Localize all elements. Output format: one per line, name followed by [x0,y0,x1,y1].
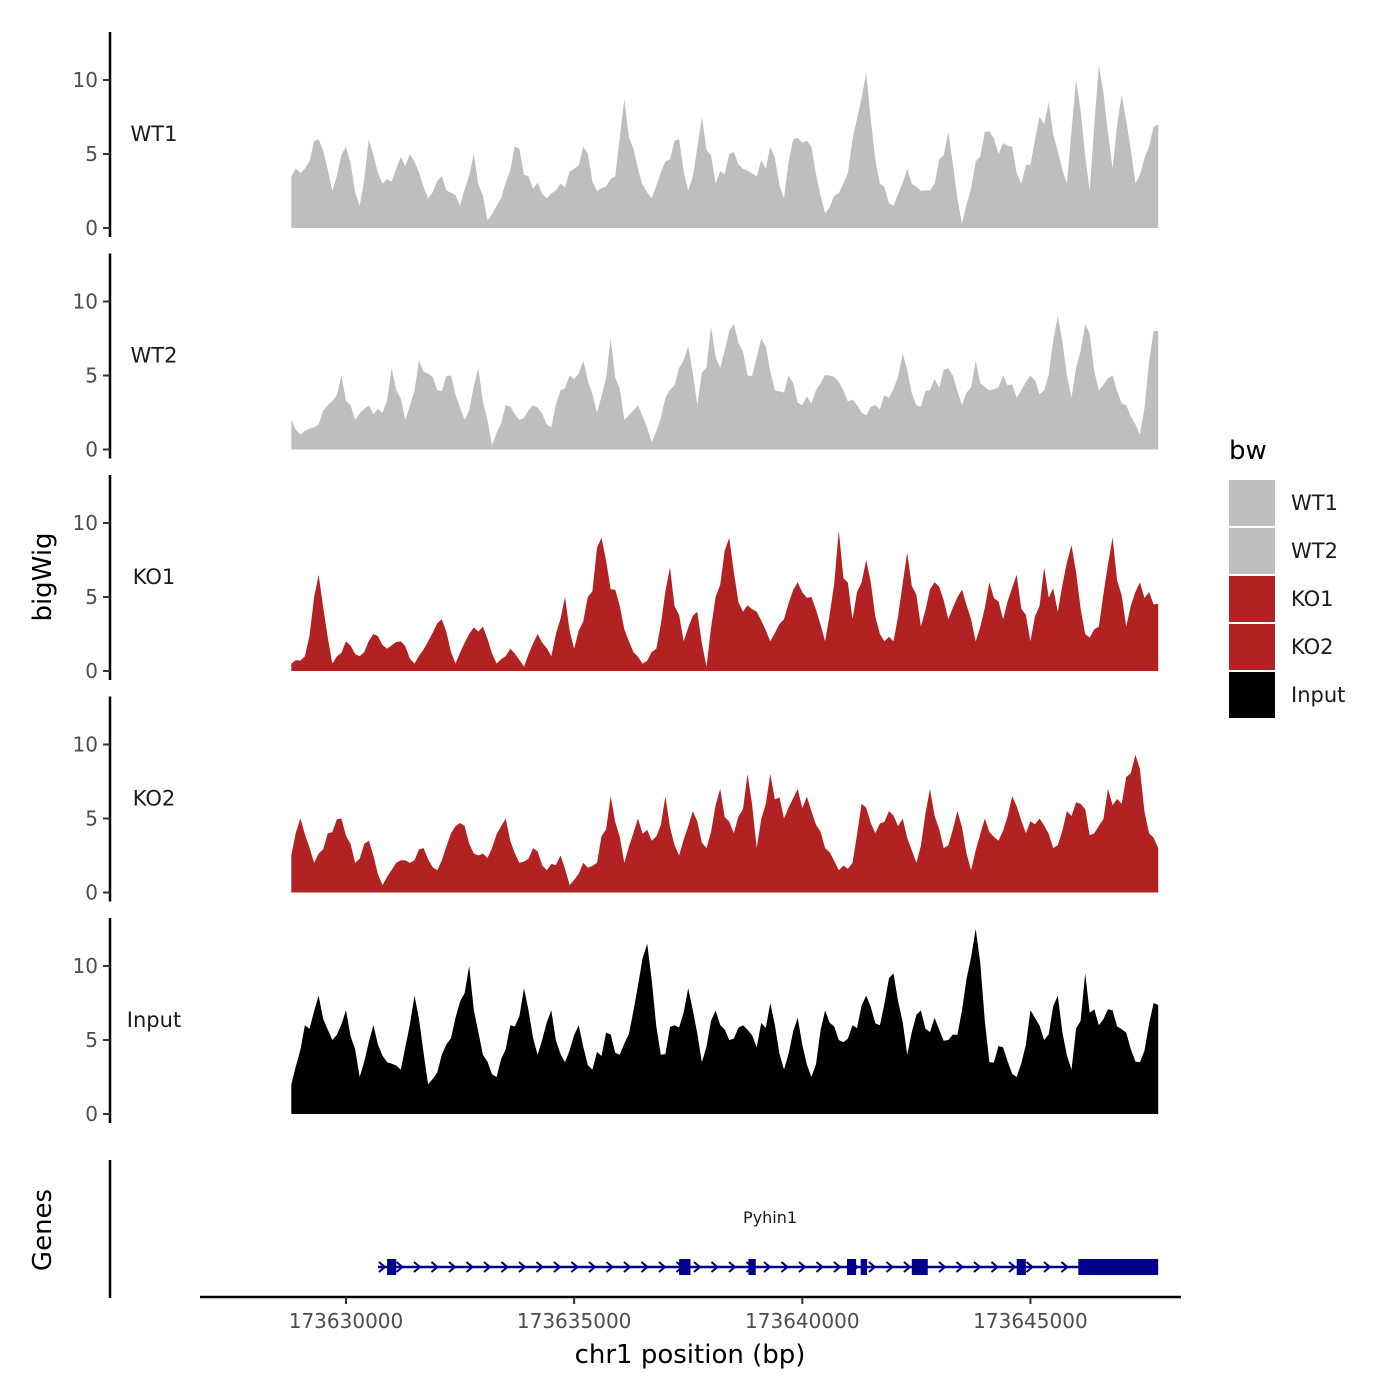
gene-track-title: Genes [28,1189,58,1271]
exon-3 [748,1259,756,1275]
strand-chevron [483,1261,492,1273]
x-axis-title: chr1 position (bp) [575,1340,806,1370]
y-tick-label-input-5: 5 [85,1028,98,1052]
y-tick-label-input-10: 10 [73,954,98,978]
x-axis: 173630000 173635000 173640000 173645000 [200,1295,1181,1333]
strand-chevron [378,1261,387,1273]
strand-chevron [395,1261,405,1273]
strand-chevron [518,1261,527,1273]
signal-area-wt1 [291,65,1159,228]
strand-chevron [553,1261,562,1273]
y-tick-label-wt2-10: 10 [73,290,98,314]
y-tick-label-ko2-10: 10 [73,733,98,757]
strand-chevron [1043,1261,1052,1273]
y-tick-label-wt1-0: 0 [85,216,98,240]
signal-area-wt2 [291,316,1159,450]
track-panel-wt1: 0 5 10 WT1 [73,32,1159,240]
y-tick-label-ko1-5: 5 [85,585,98,609]
strand-chevron [728,1261,737,1273]
strand-chevron [1008,1261,1017,1273]
strand-chevron [763,1261,772,1273]
strand-chevron [500,1261,510,1273]
legend-label-wt1: WT1 [1291,491,1338,515]
legend-swatch-wt1 [1229,480,1275,526]
exon-4 [847,1259,857,1275]
y-tick-label-ko2-5: 5 [85,807,98,831]
y-tick-label-wt2-0: 0 [85,438,98,462]
legend-swatch-ko1 [1229,576,1275,622]
signal-area-ko2 [291,754,1159,893]
strand-chevron [535,1261,545,1273]
strand-chevron [903,1261,912,1273]
strand-chevron [833,1261,842,1273]
exon-5 [860,1259,868,1275]
exon-6 [911,1259,928,1275]
strand-chevron [465,1261,475,1273]
legend-label-ko1: KO1 [1291,587,1334,611]
gene-track: Pyhin1 [108,1160,1159,1298]
strand-chevron [693,1261,702,1273]
y-axis-title: bigWig [28,532,58,621]
x-tick-label-173630000: 173630000 [289,1309,404,1333]
strand-chevron [448,1261,457,1273]
y-tick-label-ko1-10: 10 [73,511,98,535]
y-tick-label-ko2-0: 0 [85,881,98,905]
strand-chevron [990,1261,1000,1273]
gene-pyhin1: Pyhin1 [377,1208,1159,1275]
strand-chevron [710,1261,720,1273]
track-label-input: Input [127,1008,181,1032]
track-panel-ko2: 0 5 10 KO2 [73,696,1159,905]
strand-chevron [640,1261,650,1273]
exon-1 [387,1259,397,1275]
track-label-ko1: KO1 [133,565,176,589]
y-tick-label-wt1-5: 5 [85,142,98,166]
signal-area-input [291,929,1159,1114]
strand-chevron [815,1261,825,1273]
strand-chevron [938,1261,947,1273]
strand-chevron [413,1261,422,1273]
strand-chevron [430,1261,440,1273]
y-tick-label-ko1-0: 0 [85,659,98,683]
y-tick-label-wt2-5: 5 [85,364,98,388]
exon-8 [1078,1259,1159,1275]
legend-swatch-wt2 [1229,528,1275,574]
exon-2 [679,1259,691,1275]
strand-chevron [1025,1261,1035,1273]
strand-chevron [658,1261,667,1273]
track-label-wt2: WT2 [131,344,178,368]
y-tick-label-wt1-10: 10 [73,68,98,92]
track-panel-input: 0 5 10 Input [73,918,1159,1126]
track-panel-ko1: 0 5 10 KO1 [73,475,1159,683]
strand-chevron [623,1261,632,1273]
track-label-wt1: WT1 [131,122,178,146]
strand-chevron [955,1261,965,1273]
legend-label-ko2: KO2 [1291,635,1334,659]
gene-label-pyhin1: Pyhin1 [743,1208,797,1227]
strand-chevron [973,1261,982,1273]
x-tick-label-173645000: 173645000 [973,1309,1088,1333]
track-panels: 0 5 10 WT1 0 5 10 WT2 0 5 10 KO1 0 5 10 KO2 0 5 10 Input [73,32,1159,1126]
strand-chevron [570,1261,580,1273]
legend-title: bw [1229,436,1267,466]
strand-chevron [588,1261,597,1273]
x-tick-label-173635000: 173635000 [517,1309,632,1333]
strand-chevron [885,1261,895,1273]
x-tick-label-173640000: 173640000 [745,1309,860,1333]
strand-chevron [868,1261,877,1273]
strand-chevron [1060,1261,1070,1273]
signal-area-ko1 [291,530,1159,671]
legend-label-input: Input [1291,683,1345,707]
legend-swatch-input [1229,672,1275,718]
strand-chevron [798,1261,807,1273]
legend-label-wt2: WT2 [1291,539,1338,563]
track-label-ko2: KO2 [133,787,176,811]
strand-chevron [605,1261,615,1273]
track-panel-wt2: 0 5 10 WT2 [73,253,1159,462]
legend-swatch-ko2 [1229,624,1275,670]
legend: bw WT1 WT2 KO1 KO2 Input [1229,436,1345,718]
exon-7 [1016,1259,1026,1275]
strand-chevron [780,1261,790,1273]
y-tick-label-input-0: 0 [85,1102,98,1126]
